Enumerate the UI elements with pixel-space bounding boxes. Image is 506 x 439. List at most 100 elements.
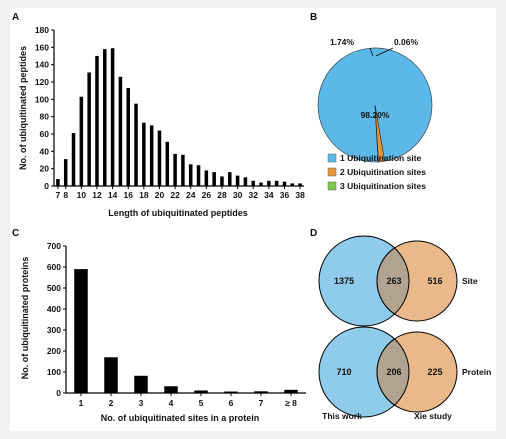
chart-a-bar [282, 181, 287, 186]
chart-a-bar [259, 182, 263, 186]
pie-leader-line [375, 47, 394, 57]
panel-letter-b: B [310, 12, 317, 23]
panel-letter-a: A [12, 12, 19, 23]
chart-a-bar [103, 49, 107, 186]
chart-c-x-tick-label: 6 [229, 398, 234, 408]
chart-a-y-tick-label: 180 [35, 25, 49, 35]
legend-label-2-sites: 2 Ubiquitination sites [340, 167, 426, 177]
chart-c-y-tick-label: 500 [47, 283, 61, 293]
venn-protein-overlap [376, 338, 410, 406]
chart-a-bar [110, 48, 115, 187]
chart-a-bar [228, 172, 232, 186]
chart-a-bar [165, 141, 170, 186]
chart-a-bar [118, 76, 123, 186]
chart-c-y-tick-label: 400 [47, 304, 61, 314]
chart-c-x-tick-label: 2 [109, 398, 114, 408]
chart-a-bar [196, 165, 201, 186]
chart-a-y-tick-label: 160 [35, 42, 49, 52]
chart-c-bar [254, 391, 268, 393]
chart-a-bar [243, 177, 248, 186]
ubiquitination-site-pie: 1.74% 0.06% 98.20% 1 Ubiquitination site… [317, 37, 433, 191]
chart-c-x-tick-label: 7 [259, 398, 264, 408]
panel-letter-c: C [12, 228, 19, 239]
venn-protein-only-this-work: 710 [336, 367, 351, 377]
legend-swatch-1-site [327, 153, 337, 163]
legend-swatch-2-sites [327, 167, 337, 177]
chart-a-x-tick-label: 32 [248, 190, 258, 200]
chart-a-bar [204, 170, 209, 186]
chart-a-bar [267, 180, 271, 186]
pie-slice [374, 104, 379, 163]
venn-set-this-work: This work [322, 411, 362, 421]
chart-a-x-tick-label: 10 [77, 190, 87, 200]
overlap-venn-diagrams: 1375 263 516 Site 710 206 225 Protein Th… [318, 235, 491, 421]
chart-a-x-tick-label: 12 [92, 190, 102, 200]
chart-c-y-tick-label: 200 [47, 346, 61, 356]
chart-a-x-tick-label: 16 [123, 190, 133, 200]
pie-leader-line [369, 47, 374, 57]
chart-a-bar [56, 179, 60, 186]
chart-c-bar [74, 269, 88, 393]
chart-a-xlabel: Length of ubiquitinated peptides [108, 208, 248, 218]
chart-a-bar [251, 180, 255, 186]
chart-a-bar [290, 183, 295, 186]
chart-c-bar [284, 389, 298, 393]
chart-c-x-tick-label: 4 [169, 398, 174, 408]
legend-label-3-sites: 3 Ubiquitination sites [340, 181, 426, 191]
chart-c-y-tick-label: 100 [47, 367, 61, 377]
chart-a-bar [63, 159, 68, 186]
chart-a-y-tick-label: 100 [35, 94, 49, 104]
pie-label-2-sites: 1.74% [330, 37, 355, 47]
chart-a-bar [235, 175, 240, 186]
chart-a-x-tick-label: 7 [56, 190, 61, 200]
chart-a-y-tick-label: 120 [35, 77, 49, 87]
chart-c-x-tick-label: 1 [79, 398, 84, 408]
chart-c-bar [194, 390, 208, 393]
chart-a-bar [149, 125, 154, 186]
chart-c-bar [164, 386, 178, 393]
pie-label-3-sites: 0.06% [394, 37, 419, 47]
chart-a-y-tick-label: 20 [40, 164, 50, 174]
chart-a-ylabel: No. of ubiquitinated peptides [18, 46, 28, 170]
chart-a-y-tick-label: 40 [40, 146, 50, 156]
pie-slice [317, 47, 433, 163]
chart-a-x-tick-label: 18 [139, 190, 149, 200]
venn-protein-only-xie: 225 [427, 367, 442, 377]
chart-a-y-tick-label: 0 [44, 181, 49, 191]
chart-c-y-tick-label: 600 [47, 262, 61, 272]
chart-c-y-tick-label: 300 [47, 325, 61, 335]
chart-a-bar [142, 122, 146, 186]
chart-a-bar [157, 130, 162, 186]
chart-a-y-tick-label: 80 [40, 112, 50, 122]
chart-a-bar [188, 164, 193, 186]
chart-c-x-tick-label: ≥ 8 [285, 398, 297, 408]
chart-a-bar [274, 180, 279, 186]
chart-c-ylabel: No. of ubiquitinated proteins [20, 257, 30, 380]
legend-swatch-3-sites [327, 181, 337, 191]
chart-a-x-tick-label: 24 [186, 190, 196, 200]
chart-a-x-tick-label: 36 [280, 190, 290, 200]
chart-a-y-tick-label: 60 [40, 129, 50, 139]
venn-site-label: Site [462, 276, 478, 286]
chart-a-x-tick-label: 34 [264, 190, 274, 200]
chart-a-x-tick-label: 28 [217, 190, 227, 200]
venn-protein-label: Protein [462, 367, 491, 377]
chart-c-bar [134, 375, 148, 393]
chart-a-bar [95, 56, 99, 186]
figure: A B C D No. of ubiquitinated peptides Le… [10, 8, 496, 431]
chart-c-xlabel: No. of ubiquitinated sites in a protein [101, 413, 260, 423]
chart-a-x-tick-label: 20 [155, 190, 165, 200]
venn-protein-both: 206 [386, 367, 401, 377]
venn-site-only-xie: 516 [427, 276, 442, 286]
legend-label-1-site: 1 Ubiquitination site [340, 153, 421, 163]
chart-a-bar [134, 103, 138, 186]
chart-a-bar [87, 72, 91, 186]
chart-a-bar [181, 154, 185, 186]
venn-site-overlap [376, 247, 410, 315]
chart-c-x-tick-label: 5 [199, 398, 204, 408]
chart-a-bar [126, 88, 130, 186]
peptide-length-chart: No. of ubiquitinated peptides Length of … [18, 25, 305, 218]
chart-a-x-tick-label: 14 [108, 190, 118, 200]
chart-a-x-tick-label: 8 [63, 190, 68, 200]
panel-letter-d: D [310, 228, 317, 239]
